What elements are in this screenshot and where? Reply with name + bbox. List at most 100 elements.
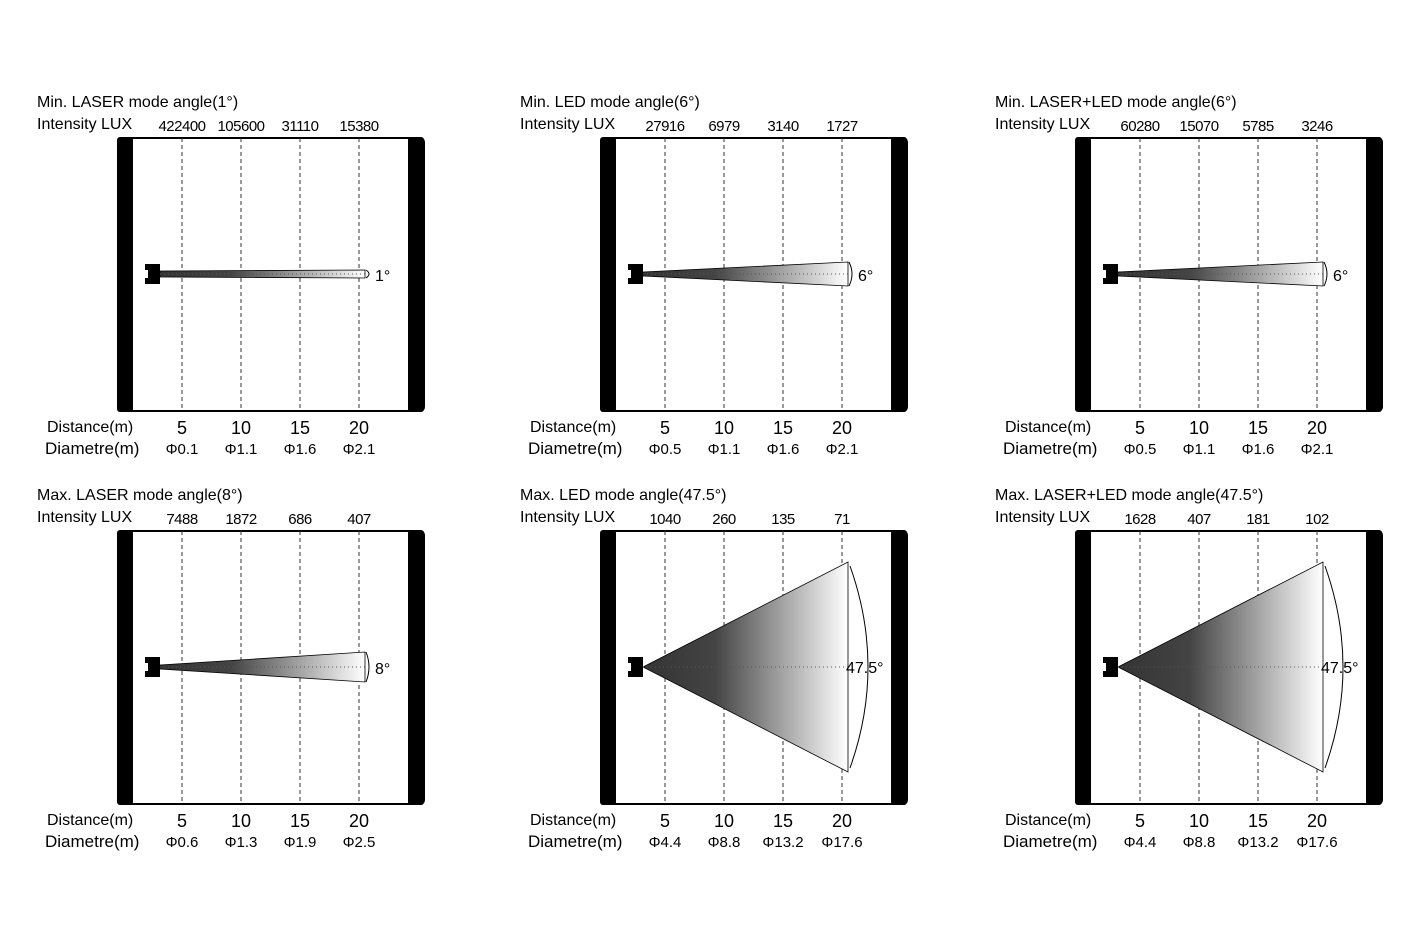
panel-title: Min. LED mode angle(6°) xyxy=(520,94,700,111)
distance-label: Distance(m) xyxy=(1005,419,1091,436)
intensity-value: 102 xyxy=(1305,511,1329,528)
intensity-value: 407 xyxy=(347,511,371,528)
diametre-value: Φ0.1 xyxy=(166,441,199,458)
diametre-value: Φ13.2 xyxy=(1237,834,1278,851)
intensity-value: 260 xyxy=(712,511,736,528)
diametre-value: Φ0.6 xyxy=(166,834,199,851)
diametre-label: Diametre(m) xyxy=(1003,439,1097,458)
diametre-value: Φ2.1 xyxy=(826,441,859,458)
lamp-icon xyxy=(145,264,160,284)
distance-value: 20 xyxy=(1307,418,1327,438)
angle-arc xyxy=(365,269,370,279)
intensity-value: 60280 xyxy=(1120,118,1159,135)
distance-value: 5 xyxy=(177,418,187,438)
distance-value: 15 xyxy=(773,811,793,831)
distance-label: Distance(m) xyxy=(1005,812,1091,829)
distance-value: 10 xyxy=(1189,418,1209,438)
distance-value: 5 xyxy=(660,418,670,438)
intensity-value: 15380 xyxy=(339,118,378,135)
beam-panel: Max. LASER+LED mode angle(47.5°) Intensit… xyxy=(995,480,1395,860)
distance-value: 15 xyxy=(290,811,310,831)
distance-value: 5 xyxy=(660,811,670,831)
intensity-value: 3140 xyxy=(767,118,799,135)
angle-arc xyxy=(1323,261,1328,287)
diametre-value: Φ4.4 xyxy=(1124,834,1157,851)
beam-panel: Min. LASER+LED mode angle(6°) Intensity L… xyxy=(995,87,1395,467)
beam-panel: Min. LED mode angle(6°) Intensity LUX 2791… xyxy=(520,87,920,467)
distance-value: 15 xyxy=(773,418,793,438)
diametre-value: Φ0.5 xyxy=(649,441,682,458)
diametre-value: Φ0.5 xyxy=(1124,441,1157,458)
light-beam xyxy=(159,269,366,279)
distance-value: 20 xyxy=(349,811,369,831)
intensity-value: 31110 xyxy=(282,118,319,135)
right-wall xyxy=(891,137,907,412)
panel-title: Max. LED mode angle(47.5°) xyxy=(520,487,727,504)
intensity-label: Intensity LUX xyxy=(37,116,132,133)
distance-value: 10 xyxy=(714,811,734,831)
angle-label: 1° xyxy=(375,268,390,285)
diametre-value: Φ1.6 xyxy=(767,441,800,458)
intensity-value: 5785 xyxy=(1242,118,1274,135)
intensity-label: Intensity LUX xyxy=(995,509,1090,526)
intensity-value: 181 xyxy=(1246,511,1270,528)
panel-title: Max. LASER mode angle(8°) xyxy=(37,487,243,504)
intensity-value: 1040 xyxy=(649,511,681,528)
diametre-label: Diametre(m) xyxy=(45,832,139,851)
panel-title: Min. LASER+LED mode angle(6°) xyxy=(995,94,1237,111)
diametre-value: Φ4.4 xyxy=(649,834,682,851)
intensity-value: 1628 xyxy=(1124,511,1156,528)
panel-title: Max. LASER+LED mode angle(47.5°) xyxy=(995,487,1263,504)
distance-value: 20 xyxy=(1307,811,1327,831)
intensity-value: 1727 xyxy=(826,118,858,135)
distance-label: Distance(m) xyxy=(47,812,133,829)
angle-label: 47.5° xyxy=(1321,660,1359,677)
left-wall xyxy=(1075,530,1091,805)
diametre-label: Diametre(m) xyxy=(45,439,139,458)
intensity-value: 422400 xyxy=(158,118,205,135)
angle-label: 8° xyxy=(375,661,390,678)
intensity-label: Intensity LUX xyxy=(520,509,615,526)
lamp-icon xyxy=(1103,264,1118,284)
diametre-label: Diametre(m) xyxy=(1003,832,1097,851)
distance-value: 10 xyxy=(231,418,251,438)
diametre-value: Φ13.2 xyxy=(762,834,803,851)
distance-value: 10 xyxy=(231,811,251,831)
distance-value: 5 xyxy=(1135,811,1145,831)
left-wall xyxy=(600,530,616,805)
intensity-value: 27916 xyxy=(645,118,684,135)
left-wall xyxy=(600,137,616,412)
distance-value: 5 xyxy=(177,811,187,831)
diametre-value: Φ2.1 xyxy=(343,441,376,458)
distance-value: 20 xyxy=(832,418,852,438)
angle-label: 47.5° xyxy=(846,660,884,677)
left-wall xyxy=(117,137,133,412)
diametre-label: Diametre(m) xyxy=(528,832,622,851)
right-wall xyxy=(891,530,907,805)
angle-label: 6° xyxy=(858,268,873,285)
distance-value: 10 xyxy=(714,418,734,438)
right-wall xyxy=(1366,137,1382,412)
angle-arc xyxy=(849,565,869,769)
angle-arc xyxy=(1324,565,1344,769)
intensity-label: Intensity LUX xyxy=(37,509,132,526)
diametre-value: Φ1.1 xyxy=(225,441,258,458)
distance-label: Distance(m) xyxy=(47,419,133,436)
intensity-value: 3246 xyxy=(1301,118,1333,135)
angle-arc xyxy=(848,261,853,287)
left-wall xyxy=(117,530,133,805)
diametre-value: Φ1.1 xyxy=(1183,441,1216,458)
panel-title: Min. LASER mode angle(1°) xyxy=(37,94,238,111)
angle-arc xyxy=(365,651,370,683)
diametre-label: Diametre(m) xyxy=(528,439,622,458)
distance-value: 20 xyxy=(349,418,369,438)
diametre-value: Φ1.6 xyxy=(284,441,317,458)
intensity-value: 135 xyxy=(771,511,795,528)
intensity-value: 71 xyxy=(834,511,850,528)
lamp-icon xyxy=(628,657,643,677)
intensity-value: 686 xyxy=(288,511,312,528)
diametre-value: Φ8.8 xyxy=(1183,834,1216,851)
right-wall xyxy=(1366,530,1382,805)
diametre-value: Φ1.9 xyxy=(284,834,317,851)
distance-value: 15 xyxy=(290,418,310,438)
